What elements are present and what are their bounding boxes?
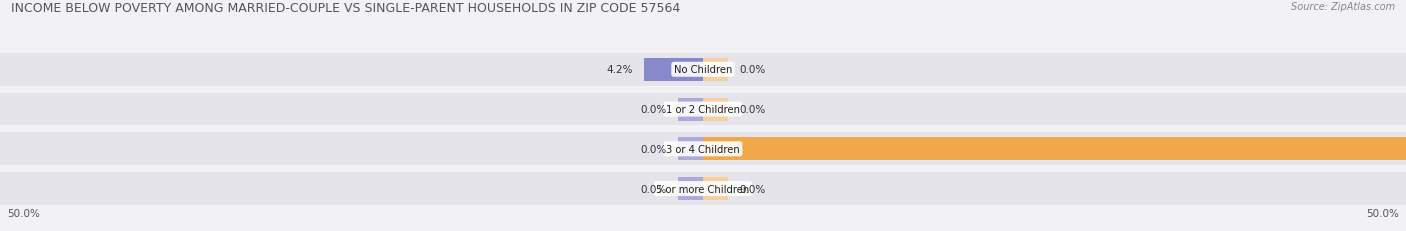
Text: 1 or 2 Children: 1 or 2 Children <box>666 105 740 115</box>
Bar <box>678 177 703 200</box>
Text: 0.0%: 0.0% <box>640 105 666 115</box>
Text: 5 or more Children: 5 or more Children <box>657 184 749 194</box>
Text: 4.2%: 4.2% <box>606 65 633 75</box>
Text: 0.0%: 0.0% <box>640 184 666 194</box>
Bar <box>703 138 1406 161</box>
Text: Source: ZipAtlas.com: Source: ZipAtlas.com <box>1291 2 1395 12</box>
Text: INCOME BELOW POVERTY AMONG MARRIED-COUPLE VS SINGLE-PARENT HOUSEHOLDS IN ZIP COD: INCOME BELOW POVERTY AMONG MARRIED-COUPL… <box>11 2 681 15</box>
Bar <box>703 58 728 82</box>
Bar <box>703 177 728 200</box>
Bar <box>703 98 728 121</box>
Bar <box>644 58 703 82</box>
Bar <box>0 54 1406 86</box>
Text: 50.0%: 50.0% <box>7 208 39 218</box>
Bar <box>678 98 703 121</box>
Text: 3 or 4 Children: 3 or 4 Children <box>666 144 740 154</box>
Bar <box>0 133 1406 165</box>
Text: 0.0%: 0.0% <box>740 184 766 194</box>
Bar <box>0 93 1406 126</box>
Text: No Children: No Children <box>673 65 733 75</box>
Text: 0.0%: 0.0% <box>640 144 666 154</box>
Text: 0.0%: 0.0% <box>740 65 766 75</box>
Bar <box>678 138 703 161</box>
Text: 50.0%: 50.0% <box>1367 208 1399 218</box>
Bar <box>0 173 1406 205</box>
Text: 0.0%: 0.0% <box>740 105 766 115</box>
